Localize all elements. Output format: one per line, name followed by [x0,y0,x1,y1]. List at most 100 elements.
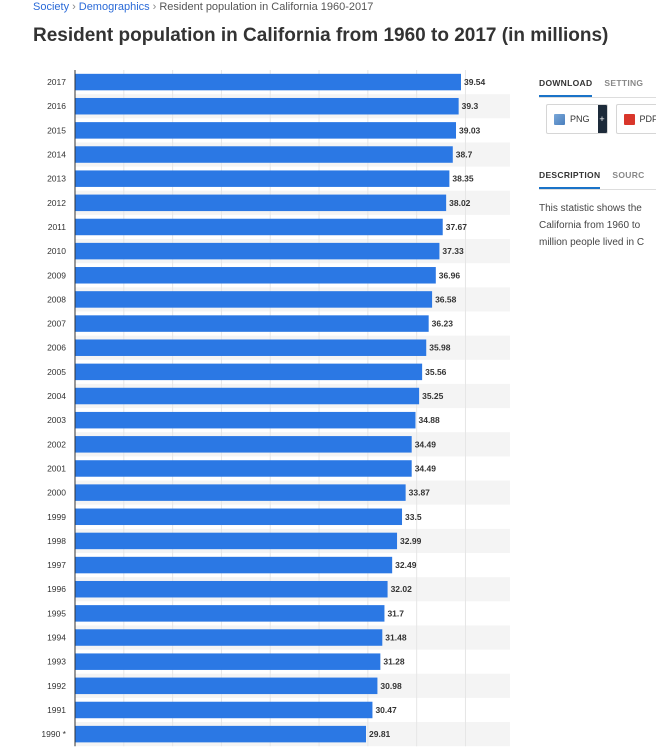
category-label: 1992 [47,681,66,691]
download-panel: DOWNLOAD SETTING [539,78,656,98]
description-line: million people lived in C [539,237,645,248]
category-label: 2014 [47,150,66,160]
value-label: 32.02 [391,584,413,594]
category-label: 2006 [47,343,66,353]
value-label: 30.98 [380,681,402,691]
category-label: 1995 [47,608,66,618]
category-label: 2013 [47,174,66,184]
value-label: 34.88 [418,415,440,425]
value-label: 33.87 [409,488,431,498]
plus-icon[interactable]: + [597,105,607,133]
bar [75,146,453,163]
value-label: 35.56 [425,367,447,377]
page-title: Resident population in California from 1… [33,25,609,46]
category-label: 1996 [47,584,66,594]
pdf-file-icon [623,113,635,125]
bar [75,653,381,670]
description-line: California from 1960 to [539,220,641,231]
bar [75,363,423,381]
value-label: 36.96 [439,270,461,280]
value-label: 30.47 [375,705,397,715]
bar [75,580,388,598]
category-label: 2009 [47,270,66,280]
bar [75,508,403,526]
category-label: 2011 [48,222,67,232]
value-label: 39.3 [462,101,479,111]
category-label: 1991 [47,705,66,715]
tab-divider [539,97,656,98]
category-label: 2000 [47,488,66,498]
category-label: 1993 [47,657,66,667]
bar [75,387,420,405]
category-label: 1997 [47,560,66,570]
value-label: 34.49 [415,439,437,449]
bar [75,460,412,477]
tab-source[interactable]: SOURC [612,170,645,180]
category-label: 2004 [47,391,66,401]
value-label: 38.35 [452,174,474,184]
bar [75,122,457,139]
breadcrumb: Society › Demographics › Resident population… [33,1,373,13]
value-label: 37.33 [442,246,464,256]
bar [75,73,461,91]
description-text: This statistic shows the California from… [539,200,656,251]
bar [75,629,383,646]
bar [75,677,378,695]
category-label: 1994 [47,633,66,643]
category-label: 2017 [47,77,66,87]
category-label: 2005 [47,367,66,377]
value-label: 34.49 [415,463,437,473]
download-buttons: PNG + PDF [546,104,656,134]
category-label: 1990 * [41,729,66,739]
bar-chart: 2017 39.54 2016 39.3 2015 39.03 2014 38.7 2013 38… [41,70,510,747]
value-label: 31.28 [383,657,405,667]
value-label: 32.99 [400,536,422,546]
bar [75,170,450,187]
bar [75,339,427,356]
value-label: 39.54 [464,77,486,87]
category-label: 1999 [47,512,66,522]
bar [75,605,385,622]
category-label: 2002 [47,439,66,449]
breadcrumb-link-society[interactable]: Society [33,1,70,13]
pdf-button-label: PDF [639,114,656,124]
png-download-button[interactable]: PNG + [546,104,608,134]
pdf-download-button[interactable]: PDF [615,104,656,134]
category-label: 2010 [47,246,66,256]
category-label: 2015 [47,125,66,135]
bar [75,218,443,236]
value-label: 32.49 [395,560,417,570]
bar [75,194,447,212]
value-label: 35.98 [429,343,451,353]
tab-settings[interactable]: SETTING [604,78,644,88]
info-tabs: DESCRIPTION SOURC [539,170,656,189]
breadcrumb-current: Resident population in California 1960-2… [159,1,374,13]
value-label: 39.03 [459,125,481,135]
png-button-label: PNG [570,114,590,124]
value-label: 29.81 [369,729,391,739]
category-label: 2008 [47,294,66,304]
tab-download[interactable]: DOWNLOAD [539,78,593,97]
value-label: 38.02 [449,198,471,208]
value-label: 33.5 [405,512,422,522]
png-file-icon [554,113,565,125]
breadcrumb-separator: › [72,1,76,13]
breadcrumb-link-demographics[interactable]: Demographics [78,1,150,13]
category-label: 2003 [47,415,66,425]
bar [75,267,436,284]
bar [75,291,433,308]
value-label: 36.58 [435,294,457,304]
value-label: 31.7 [387,608,404,618]
bar [75,532,398,550]
info-panel: DESCRIPTION SOURC [539,170,656,190]
description-line: This statistic shows the [539,203,642,214]
bar [75,436,412,453]
bar [75,242,440,260]
tab-description[interactable]: DESCRIPTION [539,170,601,189]
category-label: 1998 [47,536,66,546]
value-label: 31.48 [385,633,407,643]
bar [75,725,367,743]
download-tabs: DOWNLOAD SETTING [539,78,656,97]
value-label: 35.25 [422,391,444,401]
bar [75,556,393,574]
